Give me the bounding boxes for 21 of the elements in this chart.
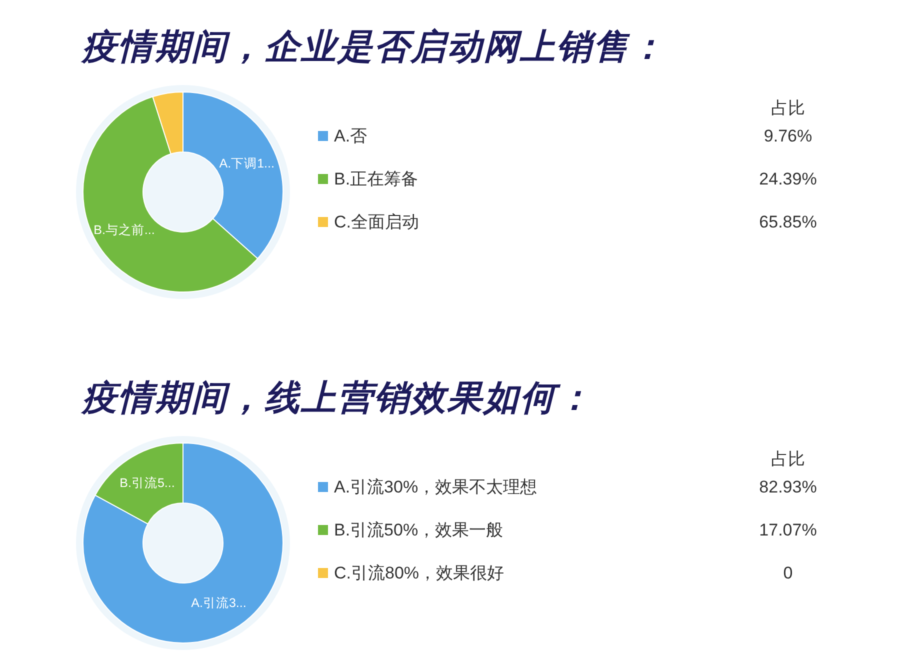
text: 24.39% [759, 170, 817, 188]
donut-slice [82, 442, 284, 644]
legend-label: C.全面启动 [334, 212, 419, 232]
chart-title: 疫情期间，线上营销效果如何： [80, 378, 593, 418]
data-label: A.引流3... [191, 595, 246, 610]
legend-label: A.引流30%，效果不太理想 [334, 478, 538, 496]
data-label: B.引流5... [120, 474, 175, 490]
text: 82.93% [759, 478, 817, 496]
text: 9.76% [764, 126, 812, 146]
text: 17.07% [759, 520, 817, 540]
text: 65.85% [759, 212, 817, 232]
legend-label: A.否 [334, 126, 368, 146]
legend-label: C.引流80%，效果很好 [334, 564, 504, 582]
legend-label: B.正在筹备 [334, 170, 418, 188]
data-label: A.下调1... [219, 156, 274, 170]
text: 占比 [771, 450, 805, 468]
legend-label: B.引流50%，效果一般 [334, 520, 504, 540]
data-label: B.与之前... [94, 223, 155, 238]
chart-title: 疫情期间，企业是否启动网上销售： [80, 28, 666, 66]
text: 0 [783, 564, 793, 582]
text: 占比 [771, 98, 805, 118]
